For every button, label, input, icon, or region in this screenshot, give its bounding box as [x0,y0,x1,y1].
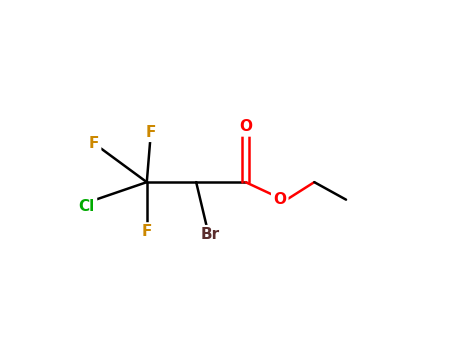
Text: F: F [89,135,99,150]
Text: O: O [273,192,286,207]
Text: F: F [142,224,152,239]
Text: F: F [145,125,156,140]
Text: Br: Br [201,227,220,242]
Text: O: O [239,119,252,134]
Text: Cl: Cl [79,199,95,214]
